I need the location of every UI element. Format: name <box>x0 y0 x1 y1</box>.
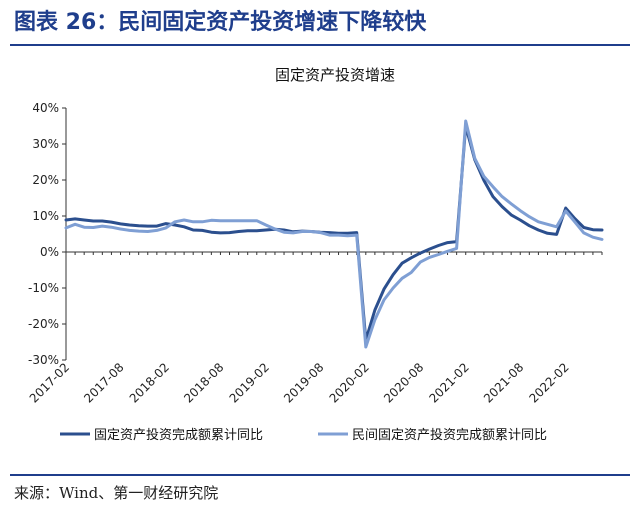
y-tick-label: 30% <box>32 137 59 151</box>
x-tick-label: 2020-02 <box>327 360 372 405</box>
legend-label-2: 民间固定资产投资完成额累计同比 <box>352 427 547 443</box>
x-tick-label: 2017-02 <box>27 360 72 405</box>
x-tick-label: 2019-08 <box>281 360 326 405</box>
y-tick-label: -10% <box>28 281 59 295</box>
series-line-1 <box>64 124 604 342</box>
legend-label-1: 固定资产投资完成额累计同比 <box>94 427 263 443</box>
x-tick-label: 2021-02 <box>426 360 471 405</box>
chart-series <box>64 119 604 349</box>
chart-legend: 固定资产投资完成额累计同比 民间固定资产投资完成额累计同比 <box>60 427 547 443</box>
y-tick-label: 40% <box>32 101 59 115</box>
header-divider <box>10 44 630 46</box>
chart-title: 固定资产投资增速 <box>275 66 395 84</box>
y-tick-label: 0% <box>40 245 59 259</box>
y-tick-label: -30% <box>28 353 59 367</box>
x-tick-label: 2022-02 <box>526 360 571 405</box>
x-tick-label: 2019-02 <box>227 360 272 405</box>
x-tick-label: 2018-02 <box>127 360 172 405</box>
y-tick-label: 10% <box>32 209 59 223</box>
chart-axes: -30% -20% -10% 0% 10% 20% 30% 40% 2017-02 2017-08… <box>27 101 603 406</box>
y-tick-label: 20% <box>32 173 59 187</box>
x-tick-label: 2018-08 <box>181 360 226 405</box>
source-note: 来源：Wind、第一财经研究院 <box>14 484 219 502</box>
chart: 固定资产投资增速 -30% -20% -10% 0% 10% 20% 30% 40% 2017-… <box>27 66 604 443</box>
footer-divider <box>10 474 630 476</box>
figure-title: 图表 26：民间固定资产投资增速下降较快 <box>14 10 427 35</box>
x-tick-label: 2017-08 <box>81 360 126 405</box>
x-tick-label: 2020-08 <box>381 360 426 405</box>
x-tick-label: 2021-08 <box>481 360 526 405</box>
series-line-2 <box>64 119 604 349</box>
y-tick-label: -20% <box>28 317 59 331</box>
